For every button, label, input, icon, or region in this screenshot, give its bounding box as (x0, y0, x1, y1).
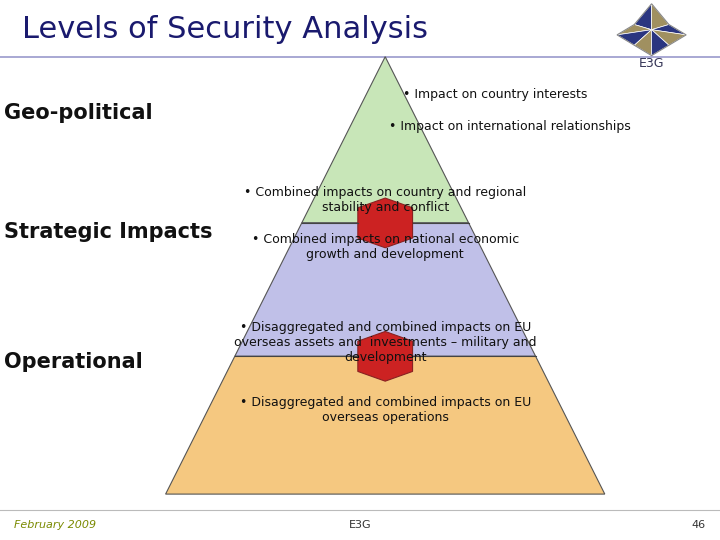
Polygon shape (652, 30, 686, 45)
Text: • Disaggregated and combined impacts on EU
overseas operations: • Disaggregated and combined impacts on … (240, 396, 531, 424)
Text: • Impact on international relationships: • Impact on international relationships (389, 120, 631, 133)
Polygon shape (634, 4, 652, 30)
Text: February 2009: February 2009 (14, 520, 96, 530)
Text: 46: 46 (691, 520, 706, 530)
Text: • Combined impacts on country and regional
stability and conflict: • Combined impacts on country and region… (244, 186, 526, 214)
Text: • Impact on country interests: • Impact on country interests (403, 88, 588, 101)
Text: Strategic Impacts: Strategic Impacts (4, 222, 212, 242)
Polygon shape (634, 30, 652, 56)
Text: • Combined impacts on national economic
growth and development: • Combined impacts on national economic … (251, 233, 519, 261)
Polygon shape (358, 198, 413, 248)
Polygon shape (358, 332, 413, 381)
Polygon shape (652, 30, 669, 56)
Text: Geo-political: Geo-political (4, 103, 152, 124)
Text: • Disaggregated and combined impacts on EU
overseas assets and  investments – mi: • Disaggregated and combined impacts on … (234, 321, 536, 365)
Text: Operational: Operational (4, 352, 143, 372)
Polygon shape (617, 24, 652, 35)
Text: Levels of Security Analysis: Levels of Security Analysis (22, 15, 428, 44)
Polygon shape (652, 24, 686, 35)
Polygon shape (235, 223, 536, 356)
Polygon shape (302, 57, 469, 223)
Text: E3G: E3G (348, 520, 372, 530)
Text: E3G: E3G (639, 57, 665, 70)
Polygon shape (166, 356, 605, 494)
Polygon shape (617, 30, 652, 45)
Polygon shape (652, 4, 669, 30)
